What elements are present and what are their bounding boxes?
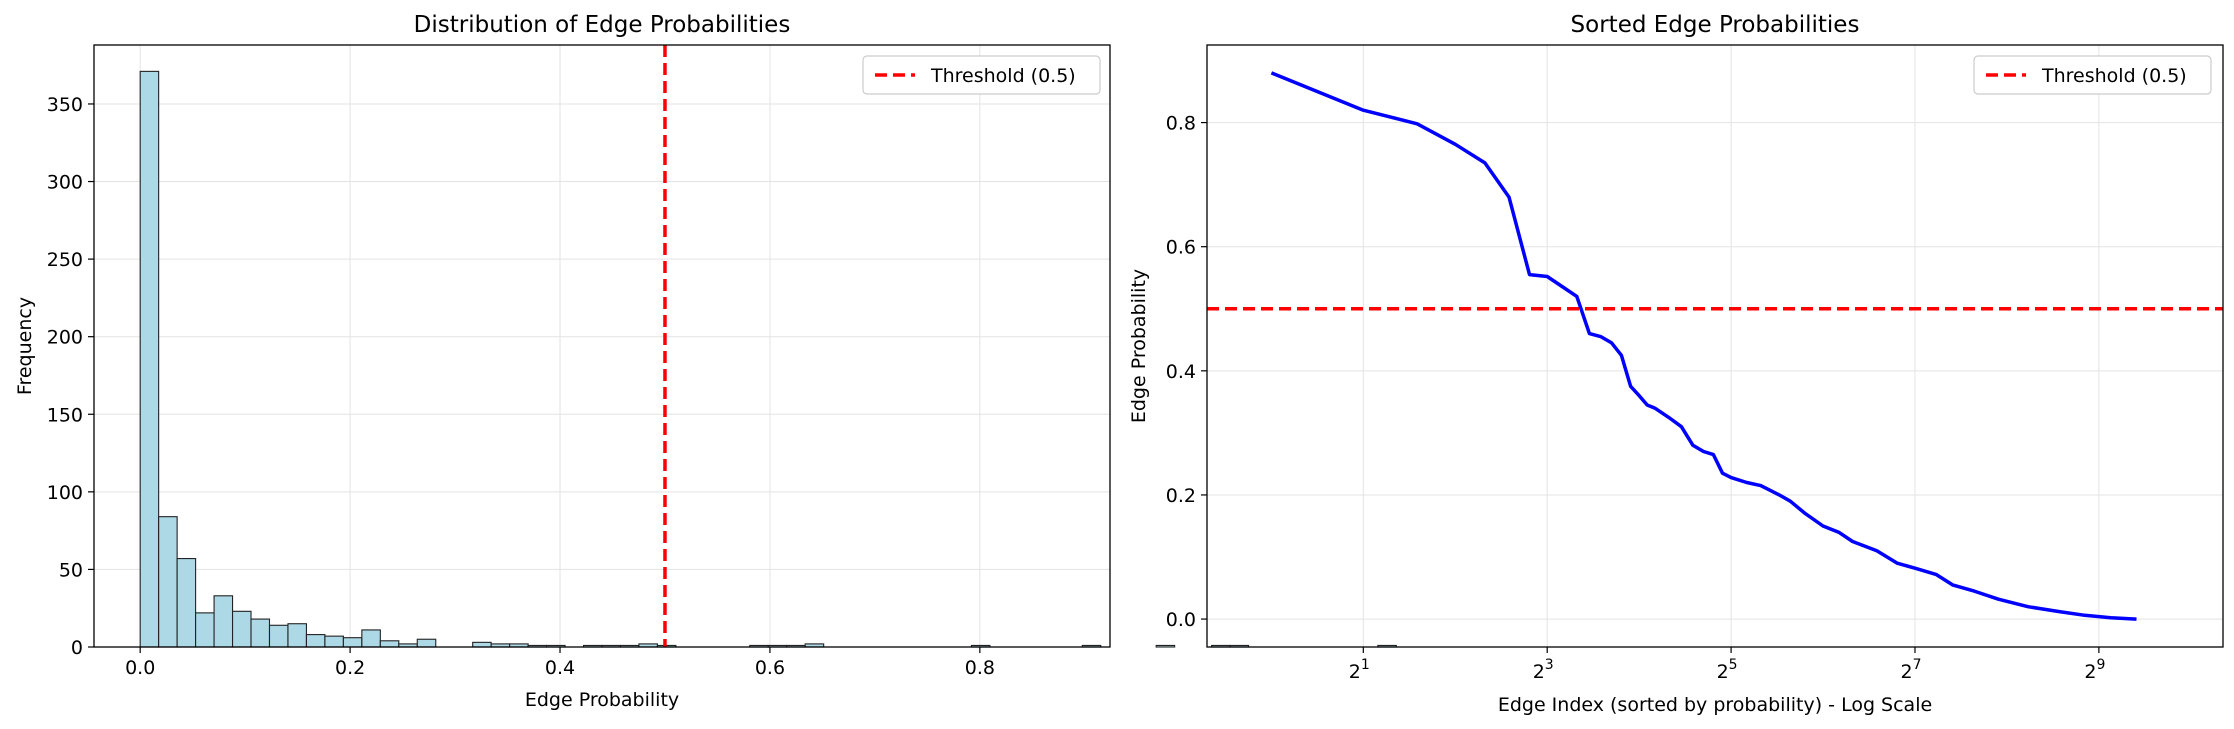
histogram-y-tick-label: 350	[47, 94, 83, 116]
histogram-bar	[287, 623, 307, 648]
histogram-bar	[324, 635, 344, 648]
sorted-y-ticks: 0.0 0.2 0.4 0.6 0.8	[1166, 113, 1207, 631]
histogram-bar	[268, 624, 289, 648]
sorted-panel: 21 23 25 27 29 0.0 0.2 0.4 0.6 0.8 Sorted Edge P…	[1128, 12, 2224, 716]
histogram-x-tick-label: 0.6	[755, 657, 785, 679]
histogram-x-label: Edge Probability	[525, 689, 679, 711]
histogram-bar	[416, 638, 437, 648]
sorted-legend: Threshold (0.5)	[1973, 55, 2212, 95]
sorted-y-label: Edge Probability	[1128, 269, 1150, 423]
histogram-legend-box	[862, 55, 1101, 95]
histogram-bar	[305, 634, 326, 648]
histogram-legend-label: Threshold (0.5)	[930, 65, 1076, 87]
histogram-bar	[158, 516, 178, 648]
sorted-grid	[1207, 45, 2223, 647]
histogram-bar	[176, 558, 197, 648]
histogram-bar	[213, 595, 234, 648]
histogram-bars	[139, 70, 1397, 648]
histogram-x-ticks: 0.0 0.2 0.4 0.6 0.8	[125, 647, 995, 679]
sorted-y-tick-label: 0.8	[1166, 113, 1196, 135]
histogram-x-tick-label: 0.8	[965, 657, 995, 679]
histogram-legend: Threshold (0.5)	[862, 55, 1101, 95]
sorted-x-ticks: 21 23 25 27 29	[1349, 647, 2105, 683]
histogram-y-label: Frequency	[14, 297, 36, 395]
histogram-bar	[472, 641, 492, 648]
histogram-y-ticks: 0 50 100 150 200 250 300 350	[47, 94, 94, 659]
histogram-panel: 0.0 0.2 0.4 0.6 0.8 0 50 100 150 200 250 300 350 Di…	[14, 12, 1397, 711]
sorted-x-tick-label: 27	[1900, 657, 1921, 683]
histogram-y-tick-label: 200	[47, 327, 83, 349]
histogram-bar	[361, 629, 381, 648]
histogram-y-tick-label: 100	[47, 482, 83, 504]
histogram-bar	[1155, 644, 1176, 648]
histogram-title: Distribution of Edge Probabilities	[414, 12, 791, 38]
sorted-legend-box	[1973, 55, 2212, 95]
sorted-title: Sorted Edge Probabilities	[1571, 12, 1860, 38]
sorted-y-tick-label: 0.0	[1166, 609, 1196, 631]
histogram-bar	[250, 618, 271, 648]
sorted-plot-frame	[1206, 44, 2224, 648]
sorted-x-tick-label: 25	[1717, 657, 1738, 683]
histogram-y-tick-label: 50	[59, 559, 83, 581]
histogram-y-tick-label: 0	[71, 637, 83, 659]
histogram-grid	[94, 45, 1110, 648]
histogram-x-tick-label: 0.0	[125, 657, 155, 679]
histogram-bar	[139, 70, 160, 648]
histogram-plot-frame	[93, 44, 1111, 648]
histogram-y-tick-label: 150	[47, 404, 83, 426]
sorted-y-tick-label: 0.4	[1166, 361, 1196, 383]
sorted-y-tick-label: 0.6	[1166, 237, 1196, 259]
histogram-x-tick-label: 0.4	[545, 657, 575, 679]
histogram-bar	[195, 612, 215, 648]
histogram-bar	[379, 640, 400, 648]
histogram-bar	[231, 610, 252, 648]
sorted-x-tick-label: 23	[1533, 657, 1554, 683]
sorted-x-tick-label: 21	[1349, 657, 1370, 683]
sorted-x-tick-label: 29	[2084, 657, 2105, 683]
histogram-bar	[342, 637, 363, 648]
sorted-x-label: Edge Index (sorted by probability) - Log…	[1498, 694, 1932, 716]
sorted-y-tick-label: 0.2	[1166, 485, 1196, 507]
histogram-y-tick-label: 300	[47, 172, 83, 194]
histogram-x-tick-label: 0.2	[335, 657, 365, 679]
sorted-probability-line	[1270, 71, 2137, 621]
histogram-y-tick-label: 250	[47, 249, 83, 271]
sorted-legend-label: Threshold (0.5)	[2041, 65, 2187, 87]
